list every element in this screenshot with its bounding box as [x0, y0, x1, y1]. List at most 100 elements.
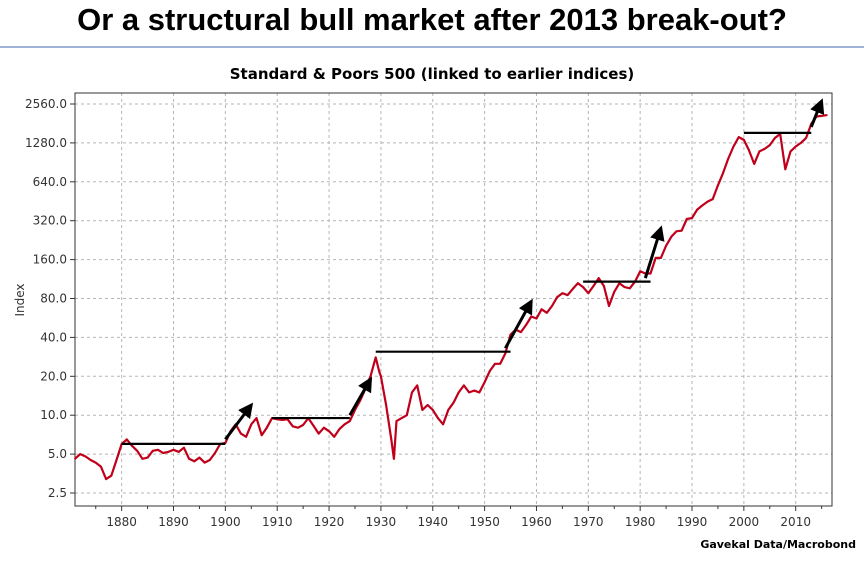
data-point	[328, 430, 330, 433]
data-point	[649, 272, 652, 275]
breakout-arrow	[224, 402, 254, 441]
data-point	[608, 305, 610, 307]
data-point	[566, 294, 569, 296]
data-point	[504, 352, 507, 355]
data-point	[79, 453, 82, 455]
data-point	[411, 391, 413, 394]
x-tick-label: 1930	[366, 515, 397, 529]
data-point	[442, 423, 445, 426]
data-point	[317, 432, 320, 435]
data-point	[597, 277, 600, 280]
y-tick-label: 1280.0	[25, 136, 67, 150]
data-point	[592, 285, 595, 287]
data-point	[727, 157, 730, 160]
annotation-layer	[121, 98, 825, 445]
data-point	[582, 286, 585, 289]
data-point	[571, 287, 574, 290]
data-point	[260, 434, 263, 437]
series-layer	[74, 114, 828, 481]
data-point	[618, 282, 621, 285]
data-point	[198, 456, 201, 459]
x-tick-label: 1910	[262, 515, 293, 529]
data-point	[654, 256, 657, 259]
data-point	[545, 311, 548, 314]
data-point	[825, 114, 828, 117]
data-point	[602, 285, 605, 287]
y-tick-label: 320.0	[33, 214, 67, 228]
data-point	[240, 432, 242, 435]
data-point	[100, 465, 102, 468]
data-point	[525, 323, 527, 326]
breakout-arrow	[809, 98, 825, 128]
y-tick-label: 20.0	[40, 369, 67, 383]
data-point	[291, 425, 294, 428]
data-point	[431, 408, 434, 411]
x-tick-label: 2010	[780, 515, 811, 529]
breakout-arrow	[348, 376, 373, 416]
data-point	[551, 305, 553, 307]
data-point	[136, 449, 139, 452]
data-point	[670, 235, 673, 238]
data-point	[711, 198, 714, 201]
x-tick-label: 1880	[106, 515, 137, 529]
breakout-arrow	[643, 225, 665, 279]
data-point	[188, 457, 190, 460]
data-point	[696, 208, 699, 211]
data-point	[457, 391, 460, 394]
data-point	[84, 455, 87, 458]
x-tick-label: 1900	[210, 515, 241, 529]
data-point	[732, 145, 735, 148]
x-axis: 1880 1890 1900 1910 1920 1930 1940 1950 1960 1970…	[95, 506, 823, 529]
data-point	[680, 229, 683, 232]
data-point	[348, 420, 351, 423]
data-point	[748, 149, 750, 152]
header-rule	[0, 46, 864, 48]
y-tick-label: 640.0	[33, 175, 67, 189]
x-tick-label: 1890	[158, 515, 189, 529]
x-tick-label: 2000	[729, 515, 760, 529]
x-tick-label: 1940	[417, 515, 448, 529]
data-point	[820, 115, 823, 117]
data-point	[742, 139, 745, 141]
data-point	[799, 142, 802, 144]
data-point	[378, 371, 381, 374]
data-point	[556, 296, 559, 299]
data-point	[172, 448, 175, 451]
data-point	[208, 459, 211, 461]
data-point	[392, 457, 395, 460]
data-point	[369, 375, 372, 378]
data-point	[182, 446, 185, 449]
data-point	[535, 317, 538, 320]
data-point	[141, 457, 144, 460]
y-axis: 2.5 5.0 10.0 20.0 40.0 80.0 160.0 320.0 640.0 128…	[25, 97, 75, 500]
data-point	[520, 331, 522, 333]
data-point	[146, 456, 149, 459]
data-point	[343, 423, 346, 426]
data-point	[115, 459, 118, 461]
data-point	[473, 389, 476, 392]
data-point	[784, 168, 787, 171]
data-point	[322, 426, 325, 429]
x-tick-label: 1970	[573, 515, 604, 529]
data-point	[478, 391, 481, 394]
data-point	[167, 450, 170, 453]
data-point	[105, 478, 108, 481]
data-point	[157, 448, 159, 451]
data-point	[774, 136, 776, 139]
y-tick-label: 10.0	[40, 408, 67, 422]
data-point	[385, 404, 387, 406]
data-point	[110, 474, 113, 477]
data-point	[483, 381, 486, 384]
x-tick-label: 1990	[677, 515, 708, 529]
data-point	[758, 150, 761, 153]
data-point	[405, 414, 408, 417]
data-point	[623, 286, 626, 289]
source-credit: Gavekal Data/Macrobond	[700, 538, 856, 551]
data-point	[462, 384, 465, 387]
data-point	[193, 460, 196, 463]
data-point	[400, 417, 403, 419]
data-point	[74, 457, 76, 460]
series-line-sp500	[74, 114, 827, 481]
data-point	[89, 459, 92, 461]
